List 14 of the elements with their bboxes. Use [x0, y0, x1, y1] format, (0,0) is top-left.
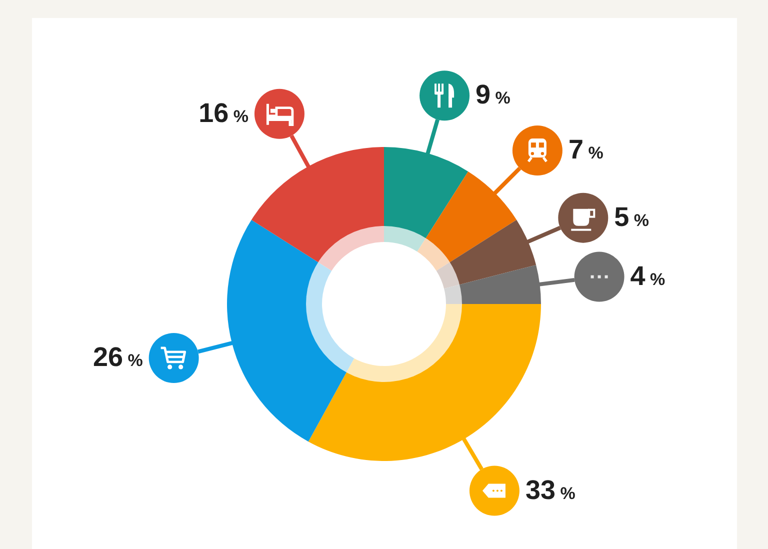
donut-slice — [417, 171, 517, 271]
donut-slice — [436, 220, 536, 289]
donut-slice — [444, 264, 541, 304]
donut-slice — [227, 220, 354, 442]
data-label: 26 % — [92, 342, 143, 372]
donut-slice — [384, 147, 468, 252]
data-label: 16 % — [198, 98, 248, 128]
donut-slice — [308, 304, 541, 461]
data-label: 33 % — [525, 474, 576, 505]
donut-slice — [251, 147, 384, 271]
data-label: 4 % — [630, 260, 666, 291]
data-label: 5 % — [614, 202, 650, 232]
data-label: 7 % — [568, 134, 604, 165]
data-label: 9 % — [476, 80, 510, 110]
